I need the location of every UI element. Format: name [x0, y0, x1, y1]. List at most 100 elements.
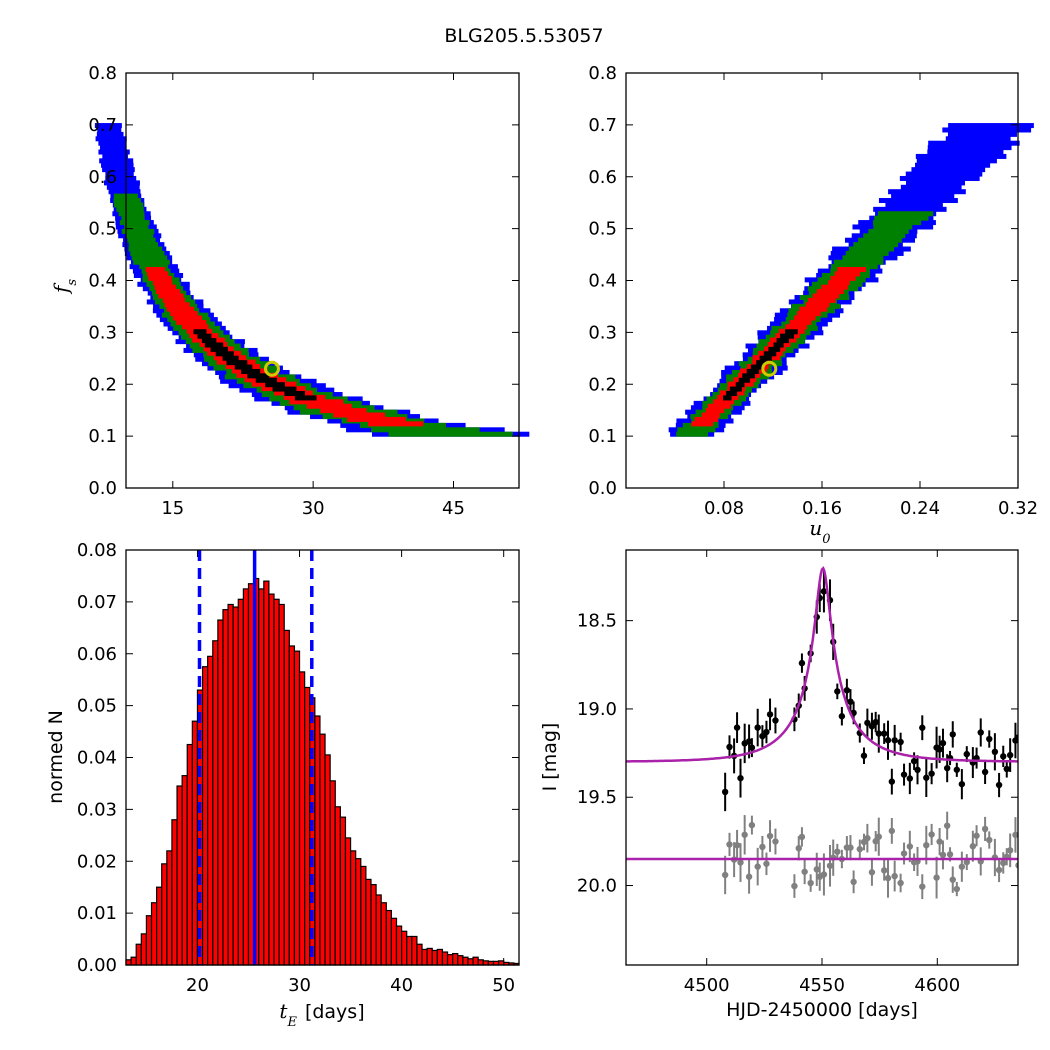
density-cell-black	[201, 338, 217, 344]
residual-point	[923, 841, 930, 849]
data-point	[1024, 771, 1030, 777]
data-point	[991, 748, 999, 756]
density-cell-red	[170, 311, 198, 317]
fs-vs-u0-ytick-label: 0.1	[588, 426, 617, 447]
density-cell-red	[789, 319, 812, 325]
model-curve	[626, 566, 1018, 763]
histogram-bar	[232, 606, 239, 966]
data-point	[748, 744, 756, 751]
histogram-bar	[390, 917, 398, 966]
fs-vs-te-ylabel: fs	[49, 279, 80, 295]
density-cell-red	[807, 297, 836, 303]
fs-vs-te-panel: 15 30 45 0.0 0.1 0.2 0.3 0.4 0.5 0.6 0.7 0.8 fs	[49, 63, 530, 519]
histogram-bar	[370, 883, 377, 966]
fs-vs-te-ytick-label: 0.1	[88, 426, 117, 447]
fs-vs-te-ytick-label: 0.0	[88, 478, 117, 499]
density-cell-green	[873, 224, 913, 230]
residual-point	[737, 859, 744, 866]
residual-point	[795, 845, 802, 852]
histogram-bar	[395, 925, 403, 966]
data-point	[872, 718, 879, 726]
residual-point	[1015, 862, 1018, 869]
light-curve-ytick-label: 19.0	[577, 699, 617, 720]
residual-point	[741, 831, 748, 838]
density-cell-black	[763, 351, 777, 357]
density-cell-red	[830, 275, 856, 281]
density-cell-blue	[927, 145, 1012, 151]
density-cell-black	[241, 368, 261, 374]
density-cell-red	[707, 403, 731, 409]
light-curve-xtick-label: 4550	[799, 975, 845, 996]
density-cell-black	[226, 360, 248, 366]
density-cell-green	[872, 220, 922, 226]
histogram-bar	[207, 655, 214, 966]
histogram-bar	[298, 671, 306, 966]
fs-vs-te-xtick-label: 15	[161, 498, 184, 519]
density-cell-blue	[899, 175, 980, 181]
density-cell-black	[742, 373, 756, 379]
data-point	[798, 659, 806, 667]
fs-vs-u0-xtick-label: 0.16	[802, 498, 842, 519]
density-cell-blue	[911, 167, 986, 173]
data-point	[820, 588, 828, 595]
histogram-bar	[217, 619, 224, 966]
fs-vs-u0-xlabel: u0	[809, 516, 830, 547]
data-point	[995, 781, 1003, 789]
residual-point	[847, 844, 854, 851]
density-cell-red	[173, 315, 202, 321]
density-cell-green	[131, 255, 168, 261]
histogram-bar	[380, 902, 387, 966]
data-point	[759, 732, 766, 740]
residual-point	[973, 832, 980, 839]
density-cell-black	[247, 373, 270, 379]
te-histogram-xlabel: tE [days]	[279, 999, 364, 1030]
residual-point	[936, 838, 943, 845]
density-cell-blue	[98, 149, 130, 155]
density-cell-red	[799, 306, 828, 312]
residual-point	[949, 876, 956, 883]
histogram-bar	[288, 645, 296, 966]
data-point	[958, 780, 966, 788]
histogram-bar	[304, 686, 311, 966]
density-cell-blue	[96, 131, 124, 137]
density-cell-green	[139, 264, 169, 270]
histogram-bar	[355, 858, 362, 966]
density-cell-green	[128, 246, 163, 252]
histogram-bar	[263, 580, 270, 966]
density-cell-black	[746, 368, 760, 374]
density-cell-blue	[106, 184, 140, 190]
density-cell-black	[735, 382, 745, 388]
te-histogram-ytick-label: 0.06	[77, 644, 117, 665]
density-cell-black	[768, 346, 781, 352]
light-curve-ticks: 4500 4550 4600 18.5 19.0 19.5 20.0	[577, 550, 1018, 996]
data-point	[1006, 751, 1014, 759]
density-cell-blue	[885, 202, 943, 208]
density-cell-red	[834, 271, 861, 277]
te-histogram-ytick-label: 0.07	[77, 592, 117, 613]
residual-point	[745, 873, 753, 880]
density-cell-red	[306, 403, 352, 409]
histogram-bar	[360, 865, 367, 966]
histogram-bar	[365, 878, 372, 966]
residual-point	[759, 843, 766, 851]
density-cell-blue	[942, 127, 1032, 133]
density-cell-red	[148, 275, 172, 281]
density-cell-blue	[105, 175, 137, 181]
data-point	[888, 778, 896, 785]
data-point	[745, 738, 753, 745]
light-curve-panel: 4500 4550 4600 18.5 19.0 19.5 20.0 I [mag] HJD…	[539, 549, 1030, 1021]
data-point	[949, 731, 956, 738]
data-point	[737, 774, 744, 782]
density-cell-blue	[945, 136, 1011, 142]
data-point	[884, 737, 892, 744]
data-point	[897, 738, 904, 746]
density-cell-blue	[878, 198, 958, 204]
residual-point	[1024, 858, 1030, 864]
data-point	[891, 737, 898, 744]
histogram-bar	[324, 754, 331, 966]
density-cell-green	[121, 228, 155, 234]
density-cell-green	[863, 233, 906, 239]
density-cell-blue	[905, 171, 983, 177]
residual-point	[928, 831, 935, 838]
